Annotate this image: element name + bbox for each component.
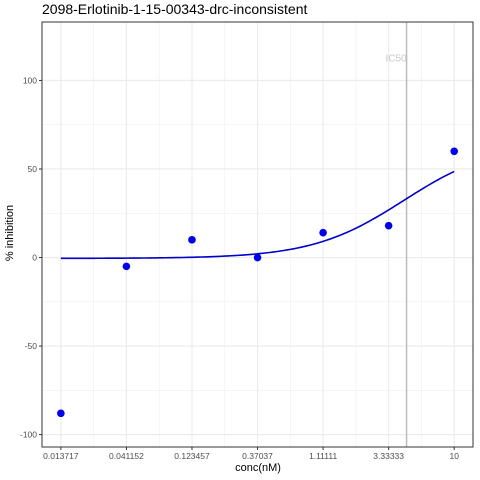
x-tick-label: 10 [449, 451, 459, 461]
data-point [384, 221, 393, 230]
x-tick-label: 0.37037 [242, 451, 273, 461]
y-tick-label: 0 [32, 253, 37, 263]
chart-title: 2098-Erlotinib-1-15-00343-drc-inconsiste… [42, 1, 307, 17]
data-point [122, 262, 131, 271]
y-tick-label: -50 [25, 341, 38, 351]
data-points [57, 147, 459, 418]
data-point [188, 236, 196, 244]
data-point [319, 228, 327, 237]
x-tick-label: 0.013717 [43, 451, 79, 461]
x-tick-label: 0.041152 [109, 451, 144, 461]
data-point [450, 147, 459, 156]
data-point [253, 253, 262, 262]
x-tick-label: 0.123457 [174, 451, 210, 461]
y-tick-label: 50 [28, 164, 38, 174]
x-axis-ticks: 0.013717 0.041152 0.123457 0.37037 1.11111 3.… [43, 447, 459, 461]
ic50-marker: IC50 [385, 22, 408, 447]
y-axis-ticks: -100 -50 0 50 100 [20, 75, 42, 440]
x-tick-label: 1.11111 [309, 451, 337, 461]
y-tick-label: -100 [20, 430, 37, 440]
x-axis-title: conc(nM) [235, 462, 281, 474]
y-tick-label: 100 [23, 75, 37, 85]
ic50-label: IC50 [385, 53, 407, 64]
y-axis-title: % inhibition [4, 205, 16, 261]
data-point [57, 409, 65, 418]
x-tick-label: 3.33333 [373, 451, 404, 461]
